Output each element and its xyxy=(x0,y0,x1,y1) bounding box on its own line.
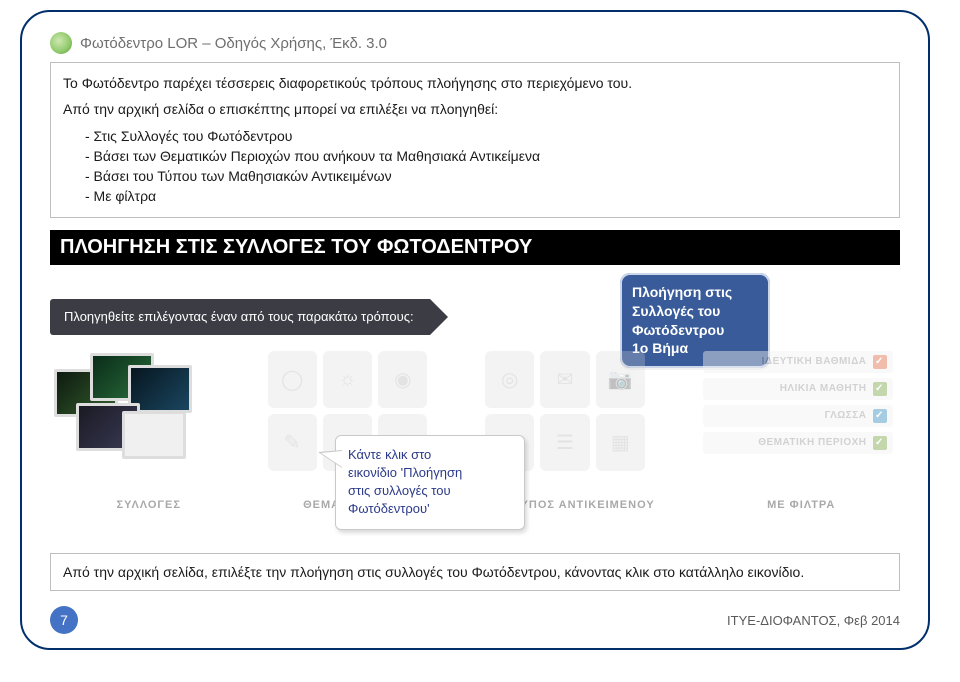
check-icon: ✓ xyxy=(873,382,887,396)
header: Φωτόδεντρο LOR – Οδηγός Χρήσης, Έκδ. 3.0 xyxy=(50,32,900,54)
speech-line: Κάντε κλικ στο xyxy=(348,446,512,464)
filter-label: ΙΔΕΥΤΙΚΗ ΒΑΘΜΙΔΑ xyxy=(762,356,867,367)
grid-icon: ✎ xyxy=(268,414,317,471)
navigation-screenshot: Πλοηγηθείτε επιλέγοντας έναν από τους πα… xyxy=(50,279,900,539)
panel-label: ΜΕ ΦΙΛΤΡΑ xyxy=(703,499,901,511)
grid-icon: ✉ xyxy=(540,351,589,408)
filter-label: ΗΛΙΚΙΑ ΜΑΘΗΤΗ xyxy=(780,383,867,394)
panel-collections[interactable]: ΣΥΛΛΟΓΕΣ xyxy=(50,351,248,511)
tree-logo-icon xyxy=(50,32,72,54)
collections-thumbs xyxy=(50,351,210,471)
footer-org: ΙΤΥΕ-ΔΙΟΦΑΝΤΟΣ, Φεβ 2014 xyxy=(727,613,900,628)
grid-icon: 📷 xyxy=(596,351,645,408)
nav-prompt-bar: Πλοηγηθείτε επιλέγοντας έναν από τους πα… xyxy=(50,299,430,335)
filter-pill: ΓΛΩΣΣΑ ✓ xyxy=(703,405,893,427)
section-heading: ΠΛΟΗΓΗΣΗ ΣΤΙΣ ΣΥΛΛΟΓΕΣ ΤΟΥ ΦΩΤΟΔΕΝΤΡΟΥ xyxy=(50,230,900,265)
filter-label: ΘΕΜΑΤΙΚΗ ΠΕΡΙΟΧΗ xyxy=(758,437,866,448)
speech-line: στις συλλογές του xyxy=(348,482,512,500)
thumb-icon xyxy=(122,411,186,459)
intro-paragraph-1: Το Φωτόδεντρο παρέχει τέσσερεις διαφορετ… xyxy=(63,73,887,93)
step-line-2: Συλλογές του xyxy=(632,302,758,321)
intro-bullet-2: - Βάσει των Θεματικών Περιοχών που ανήκο… xyxy=(63,146,887,166)
page-frame: Φωτόδεντρο LOR – Οδηγός Χρήσης, Έκδ. 3.0… xyxy=(20,10,930,650)
grid-icon: ◯ xyxy=(268,351,317,408)
check-icon: ✓ xyxy=(873,436,887,450)
bottom-note: Από την αρχική σελίδα, επιλέξτε την πλοή… xyxy=(50,553,900,591)
step-line-1: Πλοήγηση στις xyxy=(632,283,758,302)
intro-paragraph-2: Από την αρχική σελίδα ο επισκέπτης μπορε… xyxy=(63,99,887,119)
grid-icon: ◎ xyxy=(485,351,534,408)
nav-prompt-text: Πλοηγηθείτε επιλέγοντας έναν από τους πα… xyxy=(64,309,414,324)
filter-pill: ΘΕΜΑΤΙΚΗ ΠΕΡΙΟΧΗ ✓ xyxy=(703,432,893,454)
step-line-3: Φωτόδεντρου xyxy=(632,321,758,340)
filter-list: ΙΔΕΥΤΙΚΗ ΒΑΘΜΙΔΑ ✓ ΗΛΙΚΙΑ ΜΑΘΗΤΗ ✓ ΓΛΩΣΣ… xyxy=(703,351,893,481)
check-icon: ✓ xyxy=(873,409,887,423)
speech-line: Φωτόδεντρου' xyxy=(348,500,512,518)
document-title: Φωτόδεντρο LOR – Οδηγός Χρήσης, Έκδ. 3.0 xyxy=(80,35,387,52)
intro-box: Το Φωτόδεντρο παρέχει τέσσερεις διαφορετ… xyxy=(50,62,900,218)
grid-icon: ◉ xyxy=(378,351,427,408)
grid-icon: ☼ xyxy=(323,351,372,408)
speech-line: εικονίδιο 'Πλοήγηση xyxy=(348,464,512,482)
filter-label: ΓΛΩΣΣΑ xyxy=(825,410,867,421)
page-number-badge: 7 xyxy=(50,606,78,634)
grid-icon: ☰ xyxy=(540,414,589,471)
grid-icon: ▦ xyxy=(596,414,645,471)
filter-pill: ΙΔΕΥΤΙΚΗ ΒΑΘΜΙΔΑ ✓ xyxy=(703,351,893,373)
panel-label: ΣΥΛΛΟΓΕΣ xyxy=(50,499,248,511)
intro-bullet-1: - Στις Συλλογές του Φωτόδεντρου xyxy=(63,126,887,146)
instruction-speech-bubble: Κάντε κλικ στο εικονίδιο 'Πλοήγηση στις … xyxy=(335,435,525,530)
check-icon: ✓ xyxy=(873,355,887,369)
panel-filters[interactable]: ΙΔΕΥΤΙΚΗ ΒΑΘΜΙΔΑ ✓ ΗΛΙΚΙΑ ΜΑΘΗΤΗ ✓ ΓΛΩΣΣ… xyxy=(703,351,901,511)
filter-pill: ΗΛΙΚΙΑ ΜΑΘΗΤΗ ✓ xyxy=(703,378,893,400)
intro-bullet-4: - Με φίλτρα xyxy=(63,186,887,206)
footer: 7 ΙΤΥΕ-ΔΙΟΦΑΝΤΟΣ, Φεβ 2014 xyxy=(50,606,900,634)
intro-bullet-3: - Βάσει του Τύπου των Μαθησιακών Αντικει… xyxy=(63,166,887,186)
